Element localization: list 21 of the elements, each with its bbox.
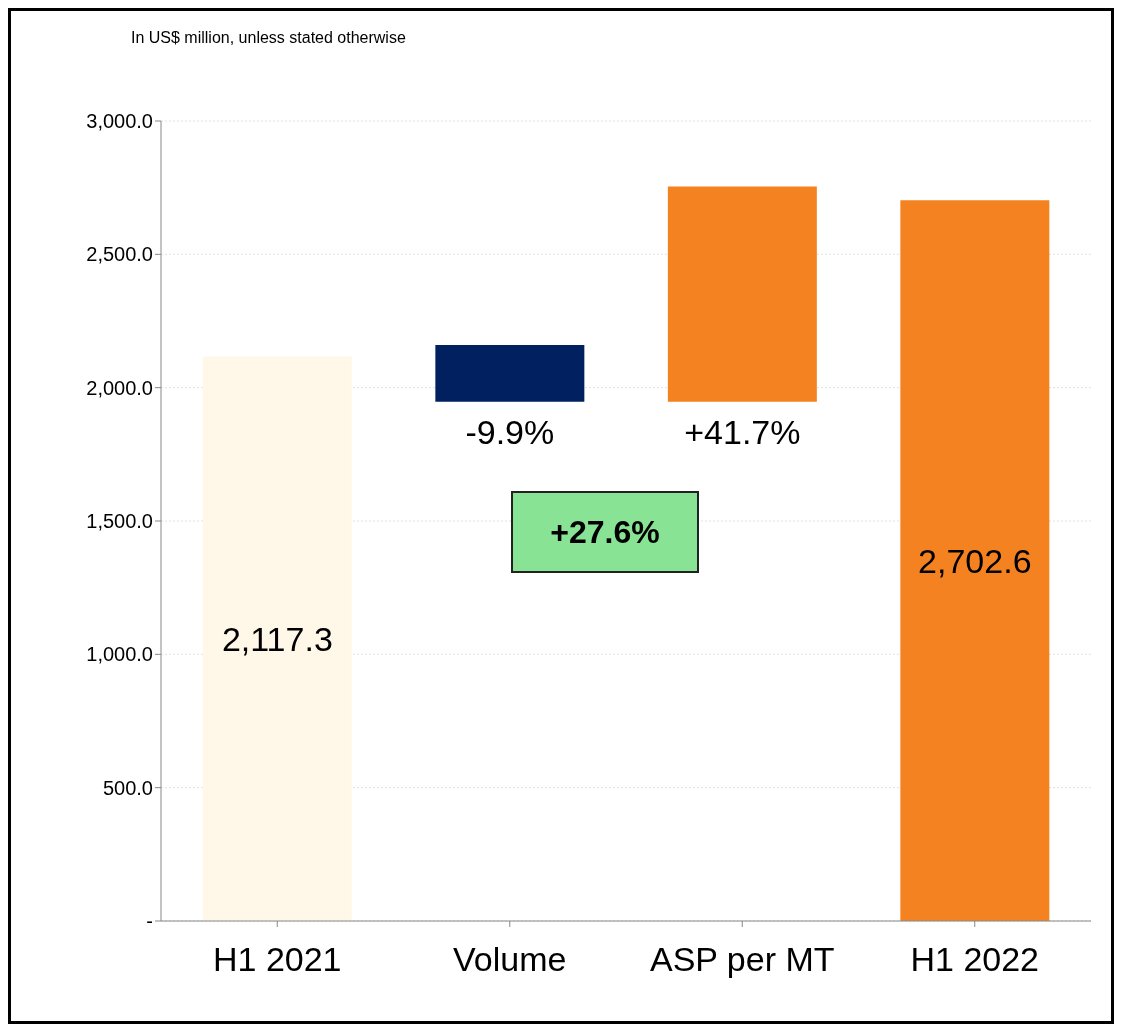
bar xyxy=(667,186,817,402)
annotation: +41.7% xyxy=(684,412,801,451)
text: In US$ million, unless stated otherwise xyxy=(131,29,406,47)
y-tick-label: 1,500.0 xyxy=(86,510,153,533)
bar xyxy=(435,345,585,402)
x-tick-label: H1 2021 xyxy=(212,940,342,979)
y-tick-label: - xyxy=(146,910,153,933)
x-tick-label: H1 2022 xyxy=(910,940,1040,979)
data-label: 2,702.6 xyxy=(918,541,1032,580)
annotation: +27.6% xyxy=(511,491,699,573)
y-tick-label: 3,000.0 xyxy=(86,110,153,133)
data-label: 2,117.3 xyxy=(221,619,333,658)
y-tick-label: 500.0 xyxy=(102,776,153,799)
bar xyxy=(900,200,1050,921)
y-tick-label: 2,500.0 xyxy=(86,243,153,266)
x-tick-label: Volume xyxy=(453,940,567,979)
y-tick-label: 1,000.0 xyxy=(86,643,153,666)
x-tick-label: ASP per MT xyxy=(649,940,835,979)
annotation: -9.9% xyxy=(465,412,555,451)
bar xyxy=(202,356,352,921)
y-tick-label: 2,000.0 xyxy=(86,376,153,399)
